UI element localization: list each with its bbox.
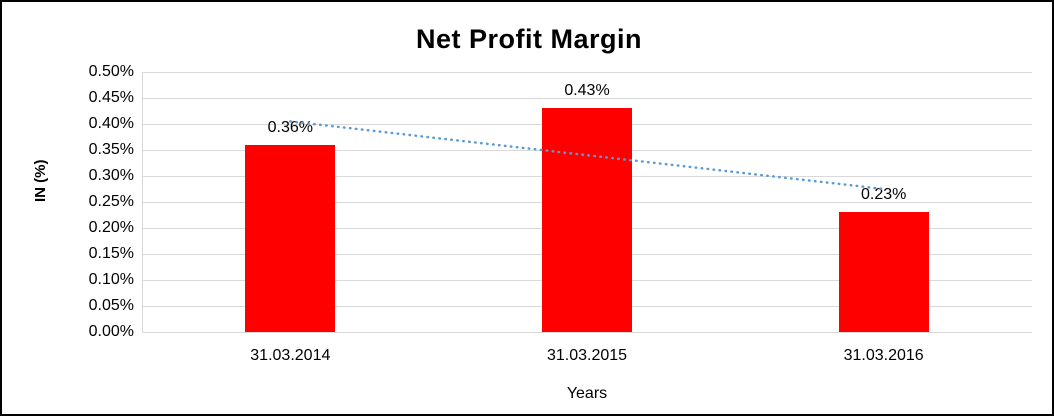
y-axis-tick-label: 0.45% <box>88 89 134 106</box>
y-axis-tick-label: 0.40% <box>88 115 134 132</box>
bar <box>838 212 929 332</box>
y-axis-tick-label: 0.15% <box>88 245 134 262</box>
bar <box>245 144 336 332</box>
y-axis-tick-label: 0.50% <box>88 63 134 80</box>
x-axis-title: Years <box>566 385 608 402</box>
bar-value-label: 0.43% <box>564 82 610 100</box>
gridline <box>142 332 1032 333</box>
bar-value-label: 0.36% <box>267 118 314 136</box>
gridline <box>142 72 1032 73</box>
y-axis-tick-label: 0.10% <box>88 271 134 288</box>
y-axis-tick-label: 0.00% <box>88 323 134 340</box>
y-axis-line <box>142 72 143 332</box>
x-axis-tick-label: 31.03.2016 <box>843 347 924 364</box>
x-axis-tick-label: 31.03.2015 <box>546 347 628 364</box>
y-axis-tick-label: 0.30% <box>88 167 134 184</box>
y-axis-tick-label: 0.05% <box>88 297 134 314</box>
y-axis-tick-label: 0.35% <box>88 141 134 158</box>
y-axis-tick-label: 0.20% <box>88 219 134 236</box>
bar <box>542 108 632 332</box>
gridline <box>142 98 1032 99</box>
x-axis-tick-label: 31.03.2014 <box>250 347 331 364</box>
bar-value-label: 0.23% <box>860 186 907 204</box>
y-axis-tick-label: 0.25% <box>88 193 134 210</box>
chart-title: Net Profit Margin <box>415 24 642 54</box>
